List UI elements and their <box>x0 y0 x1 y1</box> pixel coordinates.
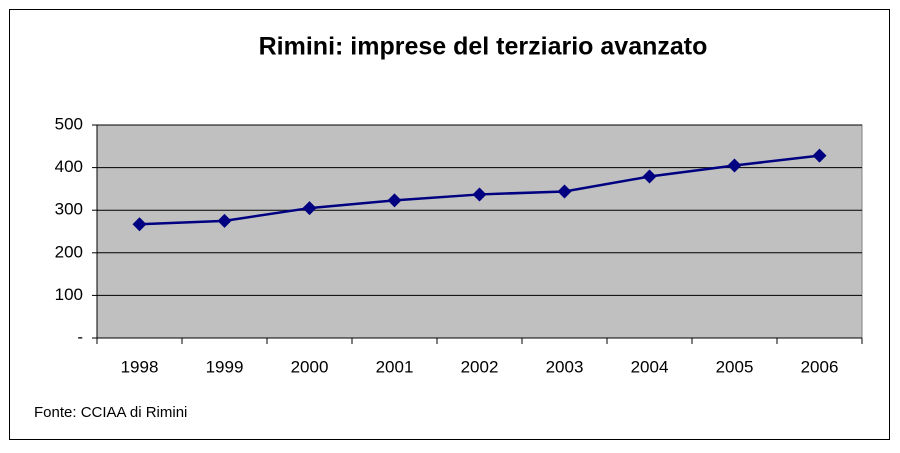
y-tick-label: - <box>77 327 83 346</box>
x-tick-label: 2003 <box>546 357 584 376</box>
y-tick-label: 200 <box>55 242 83 261</box>
y-tick-label: 100 <box>55 285 83 304</box>
data-point <box>812 148 827 163</box>
x-tick-label: 1998 <box>121 357 159 376</box>
chart-title: Rimini: imprese del terziario avanzato <box>259 33 708 61</box>
plot-area <box>96 124 863 339</box>
data-point <box>217 213 232 228</box>
x-tick-label: 2006 <box>801 357 839 376</box>
source-note: Fonte: CCIAA di Rimini <box>34 404 187 421</box>
data-point <box>642 169 657 184</box>
y-tick-label: 500 <box>55 114 83 133</box>
data-point <box>387 193 402 208</box>
data-point <box>727 158 742 173</box>
data-point <box>472 187 487 202</box>
x-tick-label: 2002 <box>461 357 499 376</box>
y-tick-label: 400 <box>55 157 83 176</box>
x-tick-label: 2005 <box>716 357 754 376</box>
data-point <box>302 201 317 216</box>
x-tick-label: 1999 <box>206 357 244 376</box>
x-tick-label: 2004 <box>631 357 669 376</box>
data-point <box>557 184 572 199</box>
y-tick-label: 300 <box>55 200 83 219</box>
x-tick-label: 2000 <box>291 357 329 376</box>
data-point <box>132 217 147 232</box>
x-tick-label: 2001 <box>376 357 414 376</box>
